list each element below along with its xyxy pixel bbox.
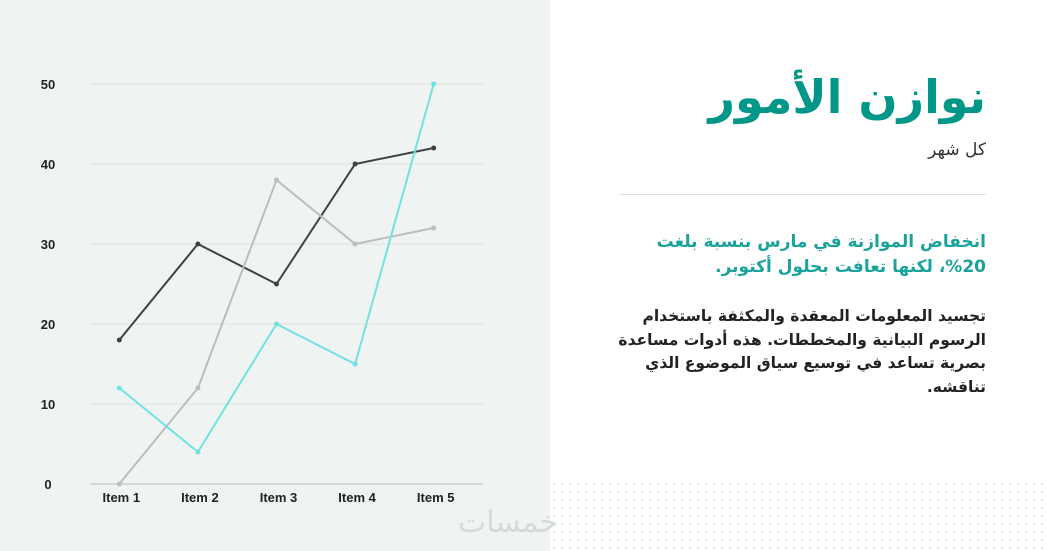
body-text: تجسيد المعلومات المعقدة والمكثفة باستخدا…: [618, 307, 986, 396]
data-point: [116, 337, 122, 343]
line-chart: 0 10 20 30 40 50 Item 1 Item 2 Item 3 Item 4 Item …: [41, 77, 483, 505]
dot-pattern: [550, 480, 1046, 551]
data-point: [274, 177, 279, 183]
data-point: [274, 321, 279, 327]
series-line-2: [118, 178, 434, 485]
data-point: [274, 281, 279, 287]
data-point: [352, 361, 358, 367]
data-point: [431, 225, 437, 231]
x-tick-label: Item 3: [260, 490, 298, 505]
y-tick-label: 30: [41, 237, 55, 252]
y-tick-label: 0: [44, 477, 51, 492]
watermark-logo: خمسات: [458, 505, 559, 540]
data-point: [431, 81, 437, 87]
chart-panel: [0, 0, 550, 551]
y-tick-label: 50: [41, 77, 55, 92]
data-point: [116, 481, 122, 487]
page-title: نوازن الأمور: [708, 70, 986, 124]
data-point: [195, 241, 201, 247]
x-tick-label: Item 2: [181, 490, 219, 505]
divider: [620, 194, 986, 195]
y-tick-label: 10: [41, 397, 55, 412]
x-tick-label: Item 5: [417, 490, 455, 505]
subtitle: كل شهر: [928, 140, 986, 160]
data-point: [352, 241, 358, 247]
data-point: [431, 145, 437, 151]
data-point: [352, 161, 358, 167]
highlight-text: انخفاض الموازنة في مارس بنسبة بلغت 20%، …: [656, 232, 986, 277]
data-point: [195, 385, 201, 391]
y-tick-label: 20: [41, 317, 55, 332]
series-line-3: [118, 83, 435, 454]
x-tick-label: Item 4: [338, 490, 376, 505]
y-tick-label: 40: [41, 157, 55, 172]
data-point: [116, 385, 122, 391]
data-point: [195, 449, 201, 455]
x-tick-label: Item 1: [103, 490, 141, 505]
